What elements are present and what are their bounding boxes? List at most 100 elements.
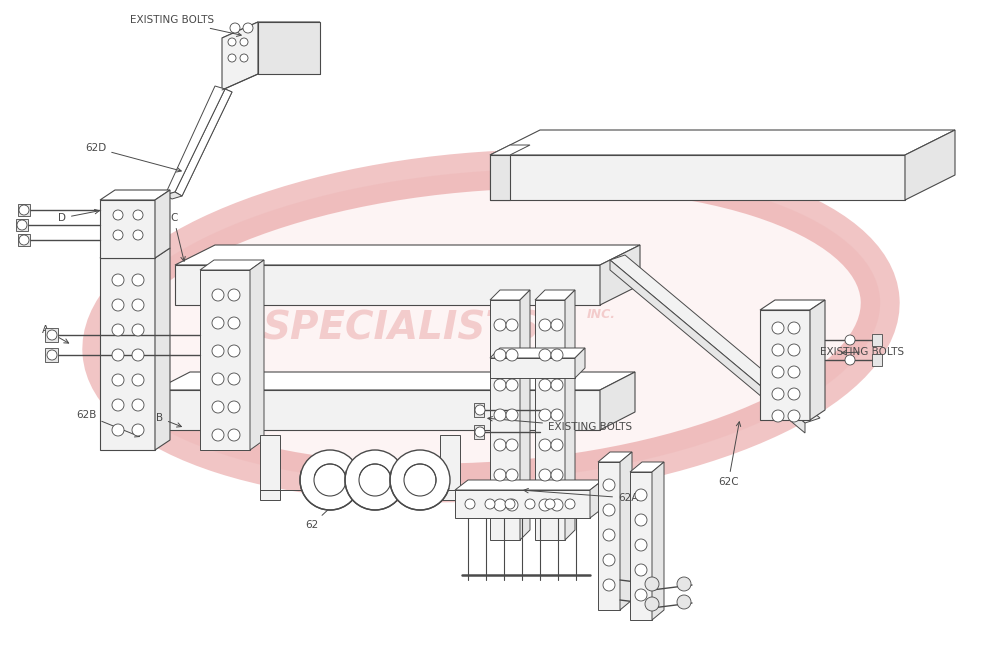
- Circle shape: [539, 319, 551, 331]
- Circle shape: [494, 439, 506, 451]
- Polygon shape: [175, 265, 600, 305]
- Circle shape: [539, 349, 551, 361]
- Polygon shape: [610, 260, 805, 433]
- Polygon shape: [16, 219, 28, 231]
- Circle shape: [113, 230, 123, 240]
- Circle shape: [845, 355, 855, 365]
- Circle shape: [772, 366, 784, 378]
- Circle shape: [506, 349, 518, 361]
- Polygon shape: [905, 130, 955, 200]
- Polygon shape: [200, 270, 250, 450]
- Circle shape: [345, 450, 405, 510]
- Polygon shape: [258, 22, 320, 74]
- Polygon shape: [175, 245, 640, 265]
- Circle shape: [212, 317, 224, 329]
- Circle shape: [539, 379, 551, 391]
- Circle shape: [788, 366, 800, 378]
- Polygon shape: [100, 190, 170, 200]
- Polygon shape: [45, 348, 58, 362]
- Circle shape: [404, 464, 436, 496]
- Circle shape: [132, 324, 144, 336]
- Polygon shape: [575, 348, 585, 378]
- Circle shape: [506, 439, 518, 451]
- Polygon shape: [535, 300, 565, 540]
- Polygon shape: [490, 290, 530, 300]
- Text: 62C: 62C: [718, 422, 740, 487]
- Polygon shape: [175, 89, 232, 196]
- Circle shape: [212, 345, 224, 357]
- Circle shape: [772, 344, 784, 356]
- Circle shape: [788, 410, 800, 422]
- Circle shape: [212, 401, 224, 413]
- Circle shape: [551, 469, 563, 481]
- Circle shape: [228, 289, 240, 301]
- Polygon shape: [100, 200, 155, 258]
- Polygon shape: [260, 435, 280, 500]
- Circle shape: [788, 388, 800, 400]
- Circle shape: [475, 405, 485, 415]
- Polygon shape: [250, 260, 264, 450]
- Circle shape: [506, 499, 518, 511]
- Circle shape: [359, 464, 391, 496]
- Polygon shape: [760, 310, 810, 420]
- Polygon shape: [872, 334, 882, 346]
- Circle shape: [677, 577, 691, 591]
- Circle shape: [228, 401, 240, 413]
- Circle shape: [494, 409, 506, 421]
- Circle shape: [635, 564, 647, 576]
- Polygon shape: [630, 462, 664, 472]
- Circle shape: [212, 373, 224, 385]
- Circle shape: [485, 499, 495, 509]
- Polygon shape: [872, 354, 882, 366]
- Circle shape: [132, 274, 144, 286]
- Circle shape: [565, 499, 575, 509]
- Text: D: D: [58, 209, 99, 223]
- Polygon shape: [155, 190, 170, 258]
- Circle shape: [112, 299, 124, 311]
- Circle shape: [539, 469, 551, 481]
- Text: EQUIPMENT: EQUIPMENT: [338, 273, 578, 307]
- Circle shape: [551, 499, 563, 511]
- Polygon shape: [565, 290, 575, 540]
- Polygon shape: [490, 348, 585, 358]
- Polygon shape: [490, 130, 955, 155]
- Polygon shape: [165, 86, 225, 195]
- Circle shape: [788, 344, 800, 356]
- Circle shape: [603, 579, 615, 591]
- Circle shape: [132, 374, 144, 386]
- Circle shape: [551, 379, 563, 391]
- Circle shape: [47, 330, 57, 340]
- Polygon shape: [45, 328, 58, 342]
- Polygon shape: [600, 372, 635, 430]
- Polygon shape: [598, 462, 620, 610]
- Ellipse shape: [102, 169, 880, 483]
- Circle shape: [112, 274, 124, 286]
- Circle shape: [635, 489, 647, 501]
- Circle shape: [603, 554, 615, 566]
- Polygon shape: [222, 22, 320, 38]
- Circle shape: [506, 469, 518, 481]
- Text: 62B: 62B: [76, 410, 139, 437]
- Polygon shape: [535, 290, 575, 300]
- Circle shape: [551, 319, 563, 331]
- Polygon shape: [155, 390, 600, 430]
- Circle shape: [551, 409, 563, 421]
- Circle shape: [645, 577, 659, 591]
- Text: INC.: INC.: [587, 308, 616, 321]
- Text: 62D: 62D: [85, 143, 182, 172]
- Polygon shape: [155, 372, 635, 390]
- Circle shape: [228, 373, 240, 385]
- Circle shape: [603, 479, 615, 491]
- Circle shape: [772, 410, 784, 422]
- Polygon shape: [200, 260, 264, 270]
- Polygon shape: [520, 290, 530, 540]
- Polygon shape: [490, 145, 530, 155]
- Circle shape: [132, 424, 144, 436]
- Circle shape: [112, 424, 124, 436]
- Polygon shape: [490, 300, 520, 540]
- Circle shape: [677, 595, 691, 609]
- Text: EXISTING BOLTS: EXISTING BOLTS: [488, 417, 632, 432]
- Polygon shape: [100, 248, 170, 258]
- Text: C: C: [170, 213, 186, 261]
- Circle shape: [465, 499, 475, 509]
